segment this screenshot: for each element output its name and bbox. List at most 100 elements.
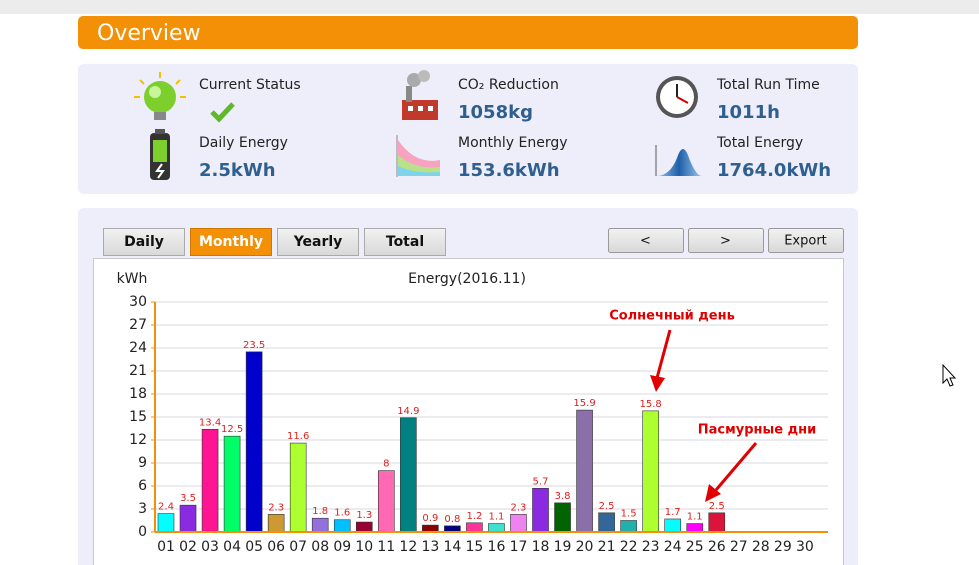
button[interactable] — [768, 228, 844, 253]
summary-value: 1058kg — [458, 102, 533, 123]
button-label[interactable]: < — [640, 234, 651, 249]
y-tick-label: 9 — [138, 455, 147, 471]
bar — [333, 519, 351, 533]
x-tick-label: 14 — [443, 539, 461, 555]
summary-label: Total Run Time — [716, 77, 820, 93]
x-tick-label: 19 — [554, 539, 572, 555]
x-tick-label: 03 — [201, 539, 219, 555]
bar — [642, 410, 659, 533]
x-tick-label: 18 — [532, 539, 550, 555]
x-tick-label: 04 — [223, 539, 241, 555]
data-label: 23.5 — [243, 340, 265, 351]
top-bar — [0, 0, 979, 14]
data-label: 1.1 — [687, 512, 703, 523]
summary-value: 2.5kWh — [199, 160, 276, 181]
y-axis-label: kWh — [117, 271, 148, 287]
tab[interactable] — [277, 228, 359, 256]
data-label: 5.7 — [533, 476, 549, 487]
data-label: 1.1 — [488, 512, 504, 523]
button-label[interactable]: > — [720, 234, 731, 249]
tab-label[interactable]: Monthly — [199, 234, 263, 250]
annotation: Солнечный день — [609, 309, 735, 324]
icon-factory — [402, 70, 438, 120]
summary-label: Daily Energy — [199, 135, 288, 151]
bar — [289, 442, 307, 533]
bar — [377, 470, 395, 533]
icon-bulb — [134, 72, 186, 120]
summary-label: Total Energy — [716, 135, 803, 151]
tab-label[interactable]: Yearly — [293, 234, 343, 250]
bar — [620, 520, 637, 533]
y-tick-label: 30 — [129, 294, 147, 310]
x-tick-label: 21 — [598, 539, 616, 555]
data-label: 2.5 — [599, 501, 615, 512]
x-tick-label: 05 — [245, 539, 263, 555]
annotation-arrows — [650, 329, 758, 502]
y-tick-label: 6 — [138, 478, 147, 494]
y-tick-label: 0 — [138, 524, 147, 540]
tab[interactable] — [103, 228, 185, 256]
chart: kWh Energy(2016.11) 03691215182124273001… — [117, 271, 828, 555]
data-label: 11.6 — [287, 431, 309, 442]
header-bar — [78, 16, 858, 49]
bar — [466, 522, 483, 533]
x-tick-label: 29 — [774, 539, 792, 555]
data-label: 14.9 — [397, 406, 419, 417]
x-tick-label: 27 — [730, 539, 748, 555]
header-title: Overview — [97, 21, 201, 46]
data-label: 1.3 — [356, 510, 372, 521]
x-tick-label: 24 — [664, 539, 682, 555]
data-label: 2.4 — [158, 502, 174, 513]
x-tick-label: 06 — [267, 539, 285, 555]
bar — [422, 524, 439, 533]
summary-label: Current Status — [199, 77, 301, 93]
tab[interactable] — [190, 228, 272, 256]
data-label: 1.5 — [621, 509, 637, 520]
bar — [664, 518, 681, 533]
summary-value: 1764.0kWh — [717, 160, 831, 181]
data-label: 2.5 — [709, 501, 725, 512]
x-tick-label: 01 — [157, 539, 175, 555]
data-label: 2.3 — [268, 502, 284, 513]
y-tick-label: 3 — [138, 501, 147, 517]
tab-label[interactable]: Total — [386, 234, 424, 250]
x-tick-label: 16 — [488, 539, 506, 555]
x-tick-label: 10 — [355, 539, 373, 555]
x-tick-label: 11 — [377, 539, 395, 555]
bar — [201, 428, 219, 533]
button[interactable] — [688, 228, 764, 253]
y-tick-label: 21 — [129, 363, 147, 379]
icon-clock — [656, 76, 698, 118]
data-label: 2.3 — [511, 502, 527, 513]
data-label: 1.6 — [334, 508, 350, 519]
bar — [510, 514, 527, 533]
mouse-cursor — [942, 363, 957, 387]
bar — [576, 409, 593, 533]
summary-label: CO₂ Reduction — [458, 77, 559, 93]
summary-value: 153.6kWh — [458, 160, 560, 181]
chart-title: Energy(2016.11) — [408, 271, 526, 287]
tab[interactable] — [364, 228, 446, 256]
x-tick-label: 07 — [289, 539, 307, 555]
bar — [267, 514, 285, 533]
summary-value: 1011h — [717, 102, 780, 123]
x-tick-label: 22 — [620, 539, 638, 555]
button-label[interactable]: Export — [784, 234, 827, 249]
tab-bar: Daily Monthly Yearly Total — [103, 228, 446, 256]
data-label: 3.8 — [555, 491, 571, 502]
data-label: 12.5 — [221, 424, 243, 435]
x-tick-label: 08 — [311, 539, 329, 555]
tab-label[interactable]: Daily — [124, 234, 164, 250]
x-tick-label: 13 — [421, 539, 439, 555]
bar — [488, 523, 505, 533]
bar — [179, 504, 197, 533]
x-tick-label: 23 — [642, 539, 660, 555]
x-tick-label: 02 — [179, 539, 197, 555]
button[interactable] — [608, 228, 684, 253]
bar — [554, 502, 571, 533]
bar — [245, 351, 263, 533]
y-tick-label: 15 — [129, 409, 147, 425]
bar — [223, 435, 241, 533]
data-label: 1.8 — [312, 506, 328, 517]
bar — [708, 512, 726, 533]
